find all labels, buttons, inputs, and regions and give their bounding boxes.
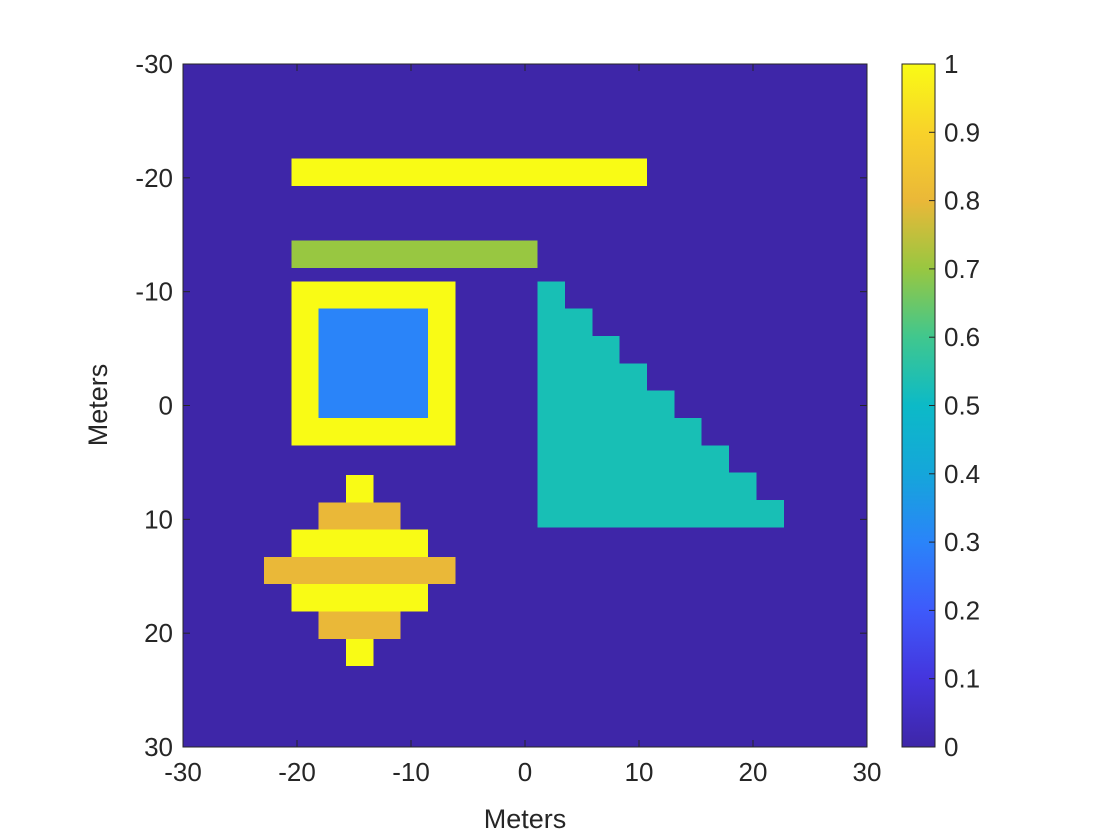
x-tick-label: 10 (625, 757, 654, 787)
colorbar: 0 0.1 0.2 0.3 0.4 0.5 0.6 0.7 0.8 0.9 1 (901, 49, 980, 762)
heatmap-cell-triangle-row-5 (537, 390, 675, 419)
heatmap-cell-diamond-row-6 (318, 611, 401, 639)
y-tick-label: -10 (135, 277, 173, 307)
x-axis-label: Meters (484, 804, 567, 834)
y-tick-label: -20 (135, 163, 173, 193)
x-tick-label: 0 (518, 757, 532, 787)
y-axis-label: Meters (83, 364, 113, 447)
heatmap-cell-diamond-row-1 (346, 474, 374, 503)
x-tick-label: -30 (164, 757, 202, 787)
heatmap-cell-triangle-row-2 (537, 308, 593, 337)
y-tick-label: 10 (144, 504, 173, 534)
colorbar-tick-label: 0.9 (944, 117, 980, 147)
heatmap-cell-diamond-row-2 (318, 502, 401, 530)
y-tick-label: 30 (144, 732, 173, 762)
colorbar-tick-label: 0.2 (944, 595, 980, 625)
colorbar-tick-label: 0.4 (944, 459, 980, 489)
heatmap-regions (263, 158, 784, 667)
heatmap-cell-diamond-row-5 (291, 584, 429, 612)
heatmap-cell-triangle-row-9 (537, 499, 784, 528)
colorbar-tick-label: 1 (944, 49, 958, 79)
heatmap-cell-second-bar (291, 240, 538, 268)
colorbar-tick-label: 0.8 (944, 186, 980, 216)
heatmap-cell-triangle-row-8 (537, 472, 757, 500)
heatmap-cell-triangle-row-1 (537, 281, 565, 309)
heatmap-cell-diamond-row-7 (346, 638, 374, 667)
colorbar-tick-label: 0.5 (944, 391, 980, 421)
heatmap-cell-triangle-row-6 (537, 418, 702, 446)
colorbar-tick-label: 0.1 (944, 664, 980, 694)
x-tick-label: 20 (739, 757, 768, 787)
x-tick-label: -10 (392, 757, 430, 787)
colorbar-tick-label: 0.6 (944, 322, 980, 352)
heatmap-cell-top-bar (291, 158, 647, 186)
heatmap-cell-triangle-row-3 (537, 336, 620, 364)
x-tick-label: 30 (853, 757, 882, 787)
heatmap-cell-diamond-row-4 (263, 556, 456, 585)
y-tick-label: -30 (135, 49, 173, 79)
colorbar-tick-label: 0 (944, 732, 958, 762)
y-tick-label: 0 (159, 391, 173, 421)
y-tick-label: 20 (144, 618, 173, 648)
colorbar-tick-label: 0.3 (944, 527, 980, 557)
colorbar-tick-label: 0.7 (944, 254, 980, 284)
heatmap-cell-triangle-row-4 (537, 363, 647, 391)
x-tick-label: -20 (278, 757, 316, 787)
heatmap-cell-diamond-row-3 (291, 529, 429, 557)
heatmap-cell-square-inner (318, 308, 429, 419)
heatmap-cell-triangle-row-7 (537, 445, 730, 473)
